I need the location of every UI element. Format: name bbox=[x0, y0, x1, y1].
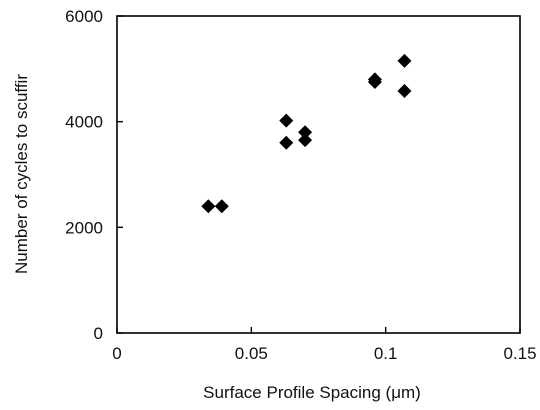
data-point-diamond bbox=[397, 84, 412, 99]
data-point-diamond bbox=[367, 72, 382, 87]
x-tick-label: 0.1 bbox=[374, 344, 398, 363]
y-tick-label: 2000 bbox=[65, 218, 103, 237]
x-tick-label: 0.15 bbox=[503, 344, 536, 363]
data-point-diamond bbox=[397, 53, 412, 68]
y-axis-title: Number of cycles to scuffir bbox=[12, 74, 31, 274]
x-tick-label: 0.05 bbox=[235, 344, 268, 363]
data-point-diamond bbox=[279, 113, 294, 128]
data-point-diamond bbox=[279, 135, 294, 150]
plot-area-frame bbox=[116, 15, 521, 334]
data-points bbox=[201, 53, 412, 214]
y-tick-label: 0 bbox=[94, 324, 103, 343]
data-point-diamond bbox=[214, 199, 229, 214]
data-point-diamond bbox=[298, 133, 313, 148]
x-tick-label: 0 bbox=[112, 344, 121, 363]
axis-ticks bbox=[116, 15, 521, 334]
x-axis-title: Surface Profile Spacing (μm) bbox=[203, 383, 421, 402]
data-point-diamond bbox=[201, 199, 216, 214]
data-point-diamond bbox=[298, 125, 313, 140]
axis-tick-labels: 0 0.05 0.1 0.15 0 2000 4000 6000 bbox=[65, 7, 536, 363]
y-tick-label: 4000 bbox=[65, 113, 103, 132]
y-tick-label: 6000 bbox=[65, 7, 103, 26]
